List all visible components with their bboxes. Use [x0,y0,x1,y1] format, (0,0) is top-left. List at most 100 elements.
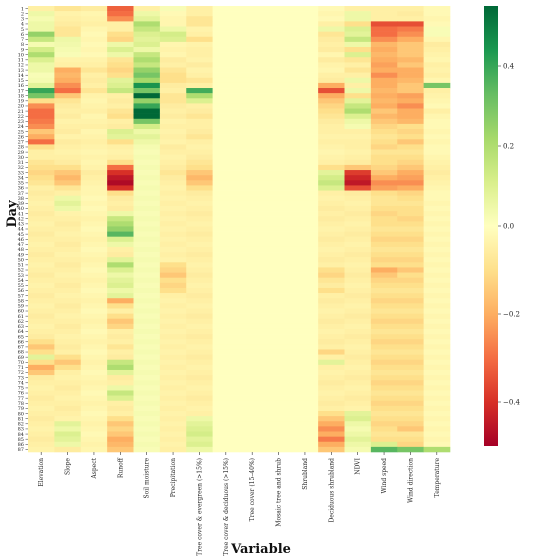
heatmap-cell [344,6,372,12]
heatmap-cell [212,252,240,258]
heatmap-cell [28,303,55,309]
heatmap-cell [212,139,240,145]
heatmap-cell [344,385,372,391]
heatmap-cell [265,72,293,79]
heatmap-cell [397,385,424,391]
heatmap-cell [80,26,108,32]
heatmap-cell [159,164,187,171]
heatmap-cell [344,82,372,89]
heatmap-cell [318,334,345,340]
heatmap-cell [28,195,55,202]
heatmap-cell [212,226,240,232]
heatmap-cell [239,175,266,181]
heatmap-cell [344,277,372,284]
heatmap-cell [239,47,266,53]
heatmap-cell [107,277,134,284]
y-tick-label: 42 [18,216,24,222]
heatmap-cell [265,298,293,304]
heatmap-cell [344,26,372,32]
heatmap-cell [107,334,134,340]
heatmap-cell [265,93,293,99]
heatmap-cell [107,103,134,109]
heatmap-cell [54,154,82,161]
y-tick-label: 29 [18,150,24,156]
heatmap-cell [54,139,82,145]
heatmap-cell [186,349,213,355]
heatmap-cell [186,252,213,258]
heatmap-cell [291,118,319,125]
heatmap-cell [80,267,108,273]
heatmap-cell [186,277,213,284]
heatmap-cell [54,344,82,350]
heatmap-cell [239,241,266,248]
heatmap-cell [133,154,161,161]
heatmap-cell [265,113,293,120]
heatmap-cell [54,339,82,345]
heatmap-cell [28,426,55,432]
heatmap-cell [423,446,451,453]
heatmap-cell [344,421,372,427]
heatmap-cell [265,328,293,335]
heatmap-cell [28,236,55,243]
heatmap-cell [54,385,82,391]
heatmap-cell [80,41,108,48]
heatmap-cell [107,416,134,422]
heatmap-cell [423,11,451,17]
heatmap-cell [54,375,82,381]
x-tick-label: Slope [65,458,72,475]
heatmap-cell [133,113,161,120]
heatmap-cell [28,241,55,248]
heatmap-cell [212,426,240,432]
heatmap-cell [133,267,161,273]
heatmap-cell [133,410,161,417]
heatmap-cell [265,380,293,386]
heatmap-cell [107,36,134,43]
heatmap-cell [239,139,266,145]
heatmap-cell [54,272,82,278]
heatmap-cell [80,52,108,58]
heatmap-cell [159,36,187,43]
heatmap-cell [80,123,108,130]
heatmap-cell [54,400,82,407]
heatmap-cell [212,323,240,330]
heatmap-cell [344,67,372,73]
heatmap-cell [28,349,55,355]
heatmap-cell [107,134,134,140]
heatmap-cell [344,216,372,222]
heatmap-cell [80,154,108,161]
heatmap-cell [397,159,424,166]
heatmap-cell [397,375,424,381]
y-tick-label: 59 [18,304,24,310]
heatmap-cell [159,205,187,212]
heatmap-cell [370,216,398,222]
heatmap-cell [107,62,134,68]
heatmap-cell [318,57,345,63]
heatmap-cell [318,6,345,12]
heatmap-cell [239,57,266,63]
heatmap-cell [423,293,451,299]
heatmap-cell [344,170,372,176]
heatmap-cell [107,118,134,125]
heatmap-cell [80,328,108,335]
heatmap-cell [370,93,398,99]
y-axis-title: Day [5,200,20,228]
heatmap-cell [265,149,293,155]
heatmap-cell [423,98,451,104]
heatmap-cell [28,93,55,99]
heatmap-cell [80,205,108,212]
x-tick-label: Precipitation [170,458,177,497]
heatmap-cell [133,441,161,448]
heatmap-cell [265,226,293,232]
heatmap-cell [28,221,55,227]
heatmap-cell [291,231,319,237]
heatmap-cell [370,118,398,125]
heatmap-cell [265,246,293,253]
x-tick-label: Tree cover & evergreen (>15%) [196,458,203,556]
heatmap-cell [80,216,108,222]
heatmap-cell [80,67,108,73]
y-tick-label: 10 [18,52,24,58]
heatmap-cell [186,359,213,366]
heatmap-cell [159,416,187,422]
heatmap-cell [28,375,55,381]
heatmap-cell [212,31,240,38]
